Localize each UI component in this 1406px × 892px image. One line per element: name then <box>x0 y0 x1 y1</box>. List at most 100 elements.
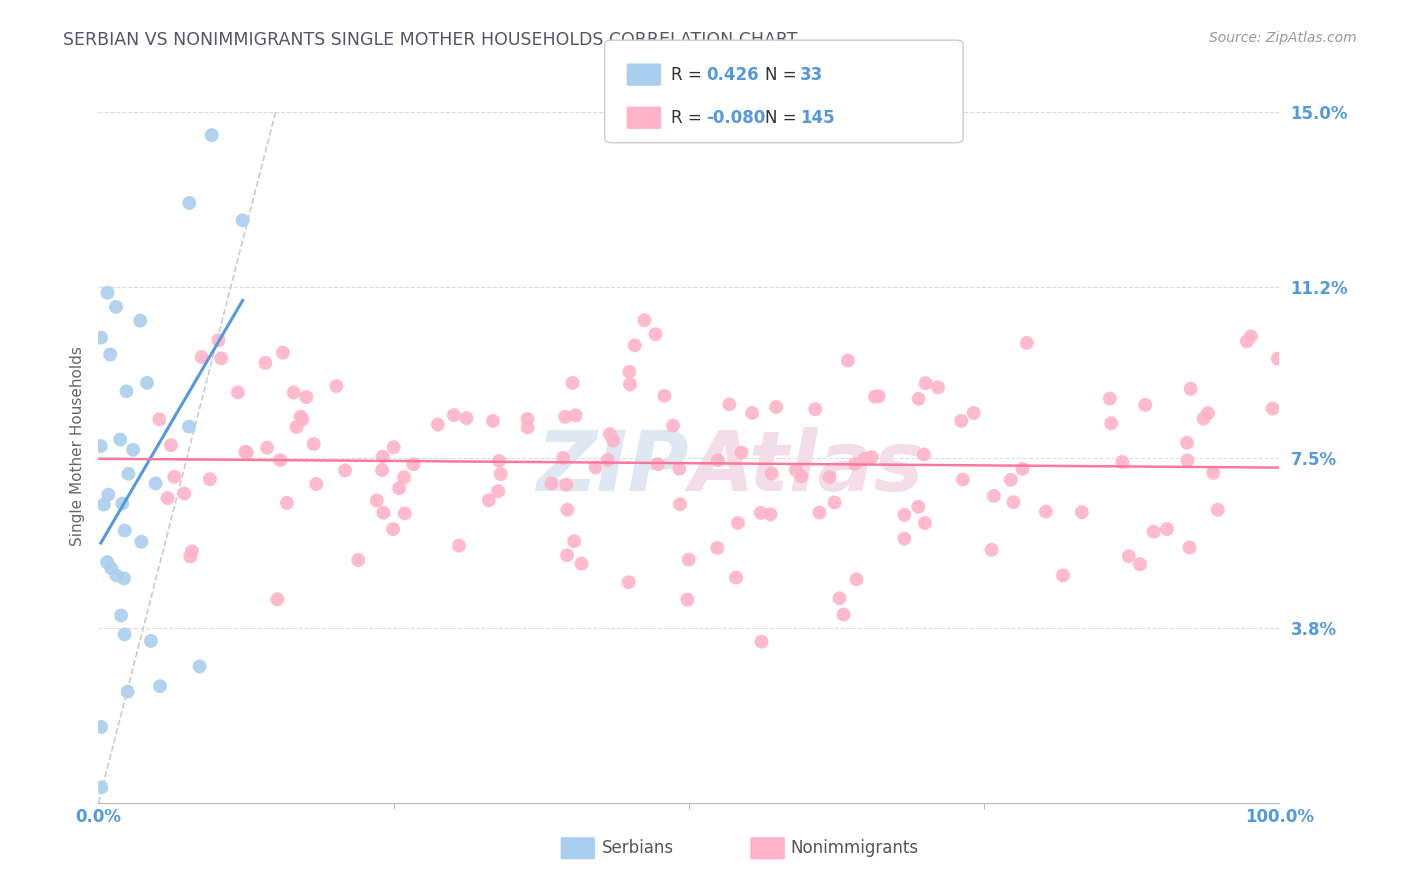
Point <box>564 409 586 423</box>
Point <box>382 440 405 454</box>
Point <box>209 351 232 366</box>
Point <box>1052 568 1074 582</box>
Text: N =: N = <box>765 109 801 127</box>
Point <box>571 557 593 571</box>
Point <box>173 486 195 500</box>
Point <box>1099 416 1122 430</box>
Point <box>662 418 685 433</box>
Point <box>963 406 986 420</box>
Point <box>129 313 152 327</box>
Point <box>179 195 201 210</box>
Point <box>619 365 641 379</box>
Point <box>1118 549 1140 563</box>
Point <box>1002 495 1025 509</box>
Point <box>115 384 138 399</box>
Point <box>718 397 741 411</box>
Point <box>232 213 254 227</box>
Point <box>291 412 314 426</box>
Point <box>1000 473 1022 487</box>
Point <box>105 568 128 582</box>
Point <box>676 592 699 607</box>
Point <box>114 627 136 641</box>
Point <box>599 427 621 442</box>
Point <box>751 634 773 648</box>
Point <box>868 389 890 403</box>
Point <box>449 539 471 553</box>
Text: Nonimmigrants: Nonimmigrants <box>790 839 918 857</box>
Point <box>1143 524 1166 539</box>
Point <box>741 406 763 420</box>
Point <box>96 285 118 300</box>
Text: R =: R = <box>671 66 707 84</box>
Point <box>486 484 509 499</box>
Point <box>785 463 807 477</box>
Point <box>305 477 328 491</box>
Point <box>818 470 841 484</box>
Point <box>117 684 139 698</box>
Point <box>1261 401 1284 416</box>
Point <box>371 450 394 464</box>
Point <box>555 549 578 563</box>
Point <box>707 453 730 467</box>
Point <box>394 507 416 521</box>
Point <box>93 498 115 512</box>
Point <box>371 463 394 477</box>
Point <box>207 333 229 347</box>
Point <box>1175 435 1198 450</box>
Point <box>619 377 641 392</box>
Point <box>808 506 831 520</box>
Point <box>678 552 700 566</box>
Point <box>179 549 201 564</box>
Point <box>148 412 170 426</box>
Point <box>562 534 585 549</box>
Text: Source: ZipAtlas.com: Source: ZipAtlas.com <box>1209 31 1357 45</box>
Point <box>832 607 855 622</box>
Point <box>602 434 624 448</box>
Point <box>160 438 183 452</box>
Point <box>1129 558 1152 572</box>
Point <box>295 390 318 404</box>
Point <box>145 476 167 491</box>
Point <box>290 409 312 424</box>
Point <box>585 460 607 475</box>
Point <box>347 553 370 567</box>
Point <box>828 591 851 606</box>
Point <box>1192 411 1215 425</box>
Point <box>285 420 308 434</box>
Point <box>117 467 139 481</box>
Point <box>201 128 224 142</box>
Point <box>110 608 132 623</box>
Point <box>163 470 186 484</box>
Point <box>1135 398 1157 412</box>
Point <box>283 385 305 400</box>
Point <box>1178 541 1201 555</box>
Point <box>765 400 787 414</box>
Point <box>97 487 120 501</box>
Point <box>516 412 538 426</box>
Point <box>1111 455 1133 469</box>
Point <box>516 420 538 434</box>
Point <box>952 473 974 487</box>
Point <box>276 496 298 510</box>
Point <box>105 300 128 314</box>
Point <box>1267 351 1289 366</box>
Point <box>489 467 512 482</box>
Point <box>845 573 868 587</box>
Point <box>456 411 478 425</box>
Point <box>426 417 449 432</box>
Point <box>706 541 728 555</box>
Point <box>914 376 936 391</box>
Point <box>488 454 510 468</box>
Point <box>402 457 425 471</box>
Point <box>912 447 935 461</box>
Point <box>110 433 132 447</box>
Point <box>392 470 415 484</box>
Point <box>633 313 655 327</box>
Point <box>893 508 915 522</box>
Point <box>983 489 1005 503</box>
Point <box>554 409 576 424</box>
Point <box>725 570 748 584</box>
Point <box>98 347 121 361</box>
Point <box>950 414 973 428</box>
Point <box>790 469 813 483</box>
